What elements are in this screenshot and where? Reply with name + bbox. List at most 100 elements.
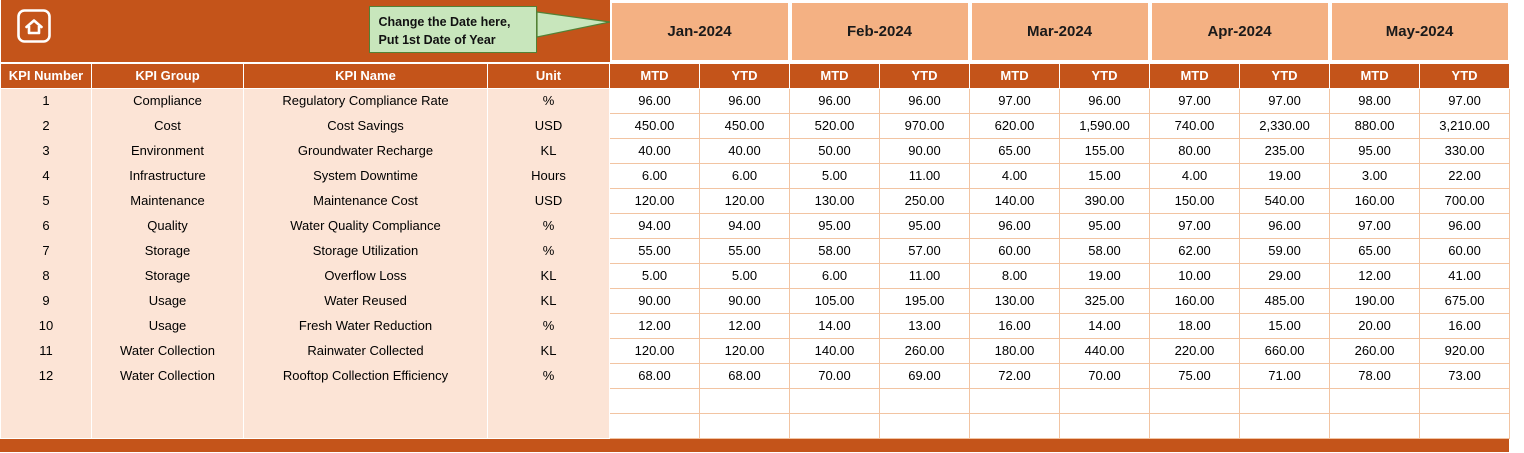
value-cell[interactable]: 5.00: [699, 262, 790, 289]
month-header-cell-feb-2024[interactable]: Feb-2024: [789, 0, 970, 63]
value-cell[interactable]: 700.00: [1419, 187, 1511, 214]
empty-value-cell[interactable]: [878, 387, 971, 414]
month-header-cell-apr-2024[interactable]: Apr-2024: [1149, 0, 1330, 63]
kpi-number-cell[interactable]: 1: [0, 88, 92, 113]
empty-value-cell[interactable]: [969, 412, 1061, 439]
value-cell[interactable]: 220.00: [1149, 337, 1241, 364]
kpi-name-cell[interactable]: Storage Utilization: [243, 238, 488, 263]
unit-cell[interactable]: %: [487, 213, 610, 238]
value-cell[interactable]: 120.00: [609, 337, 700, 364]
value-cell[interactable]: 880.00: [1329, 112, 1421, 139]
month-header-cell-may-2024[interactable]: May-2024: [1329, 0, 1510, 63]
value-cell[interactable]: 97.00: [1329, 212, 1421, 239]
empty-value-cell[interactable]: [1239, 387, 1331, 414]
empty-label-cell[interactable]: [243, 388, 488, 413]
value-cell[interactable]: 450.00: [699, 112, 790, 139]
value-cell[interactable]: 75.00: [1149, 362, 1241, 389]
value-cell[interactable]: 95.00: [878, 212, 971, 239]
value-cell[interactable]: 40.00: [609, 137, 700, 164]
kpi-group-cell[interactable]: Cost: [91, 113, 244, 138]
empty-value-cell[interactable]: [609, 387, 700, 414]
value-cell[interactable]: 78.00: [1329, 362, 1421, 389]
value-cell[interactable]: 160.00: [1149, 287, 1241, 314]
value-cell[interactable]: 120.00: [609, 187, 700, 214]
value-cell[interactable]: 65.00: [1329, 237, 1421, 264]
value-cell[interactable]: 260.00: [878, 337, 971, 364]
unit-cell[interactable]: %: [487, 313, 610, 338]
kpi-group-cell[interactable]: Water Collection: [91, 363, 244, 388]
value-cell[interactable]: 55.00: [699, 237, 790, 264]
value-cell[interactable]: 740.00: [1149, 112, 1241, 139]
home-button[interactable]: [16, 9, 51, 43]
value-cell[interactable]: 62.00: [1149, 237, 1241, 264]
empty-value-cell[interactable]: [1149, 412, 1241, 439]
value-cell[interactable]: 180.00: [969, 337, 1061, 364]
value-cell[interactable]: 11.00: [878, 262, 971, 289]
value-cell[interactable]: 920.00: [1419, 337, 1511, 364]
kpi-number-cell[interactable]: 9: [0, 288, 92, 313]
kpi-group-cell[interactable]: Storage: [91, 263, 244, 288]
kpi-number-cell[interactable]: 6: [0, 213, 92, 238]
value-cell[interactable]: 65.00: [969, 137, 1061, 164]
value-cell[interactable]: 15.00: [1059, 162, 1151, 189]
value-cell[interactable]: 68.00: [609, 362, 700, 389]
kpi-group-cell[interactable]: Water Collection: [91, 338, 244, 363]
value-cell[interactable]: 90.00: [878, 137, 971, 164]
value-cell[interactable]: 4.00: [1149, 162, 1241, 189]
value-cell[interactable]: 96.00: [699, 87, 790, 114]
value-cell[interactable]: 140.00: [789, 337, 880, 364]
value-cell[interactable]: 41.00: [1419, 262, 1511, 289]
kpi-group-cell[interactable]: Infrastructure: [91, 163, 244, 188]
value-cell[interactable]: 69.00: [878, 362, 971, 389]
value-cell[interactable]: 73.00: [1419, 362, 1511, 389]
kpi-number-cell[interactable]: 5: [0, 188, 92, 213]
value-cell[interactable]: 8.00: [969, 262, 1061, 289]
value-cell[interactable]: 450.00: [609, 112, 700, 139]
empty-value-cell[interactable]: [609, 412, 700, 439]
value-cell[interactable]: 12.00: [609, 312, 700, 339]
value-cell[interactable]: 97.00: [1239, 87, 1331, 114]
value-cell[interactable]: 71.00: [1239, 362, 1331, 389]
value-cell[interactable]: 90.00: [699, 287, 790, 314]
kpi-number-cell[interactable]: 8: [0, 263, 92, 288]
empty-value-cell[interactable]: [1059, 412, 1151, 439]
kpi-name-cell[interactable]: Cost Savings: [243, 113, 488, 138]
value-cell[interactable]: 97.00: [1419, 87, 1511, 114]
kpi-name-cell[interactable]: Fresh Water Reduction: [243, 313, 488, 338]
kpi-number-cell[interactable]: 2: [0, 113, 92, 138]
kpi-name-cell[interactable]: System Downtime: [243, 163, 488, 188]
unit-cell[interactable]: KL: [487, 263, 610, 288]
value-cell[interactable]: 98.00: [1329, 87, 1421, 114]
empty-value-cell[interactable]: [1419, 412, 1511, 439]
value-cell[interactable]: 155.00: [1059, 137, 1151, 164]
value-cell[interactable]: 150.00: [1149, 187, 1241, 214]
empty-value-cell[interactable]: [1149, 387, 1241, 414]
value-cell[interactable]: 235.00: [1239, 137, 1331, 164]
value-cell[interactable]: 15.00: [1239, 312, 1331, 339]
value-cell[interactable]: 6.00: [699, 162, 790, 189]
value-cell[interactable]: 14.00: [789, 312, 880, 339]
kpi-group-cell[interactable]: Quality: [91, 213, 244, 238]
empty-value-cell[interactable]: [1239, 412, 1331, 439]
value-cell[interactable]: 72.00: [969, 362, 1061, 389]
value-cell[interactable]: 95.00: [1329, 137, 1421, 164]
empty-value-cell[interactable]: [789, 387, 880, 414]
value-cell[interactable]: 70.00: [1059, 362, 1151, 389]
kpi-name-cell[interactable]: Groundwater Recharge: [243, 138, 488, 163]
unit-cell[interactable]: USD: [487, 188, 610, 213]
value-cell[interactable]: 57.00: [878, 237, 971, 264]
unit-cell[interactable]: Hours: [487, 163, 610, 188]
value-cell[interactable]: 95.00: [789, 212, 880, 239]
value-cell[interactable]: 250.00: [878, 187, 971, 214]
value-cell[interactable]: 12.00: [699, 312, 790, 339]
empty-value-cell[interactable]: [1329, 412, 1421, 439]
value-cell[interactable]: 3.00: [1329, 162, 1421, 189]
month-header-cell-jan-2024[interactable]: Jan-2024: [609, 0, 790, 63]
kpi-group-cell[interactable]: Usage: [91, 313, 244, 338]
unit-cell[interactable]: %: [487, 238, 610, 263]
value-cell[interactable]: 96.00: [609, 87, 700, 114]
value-cell[interactable]: 390.00: [1059, 187, 1151, 214]
month-header-cell-mar-2024[interactable]: Mar-2024: [969, 0, 1150, 63]
unit-cell[interactable]: USD: [487, 113, 610, 138]
value-cell[interactable]: 675.00: [1419, 287, 1511, 314]
